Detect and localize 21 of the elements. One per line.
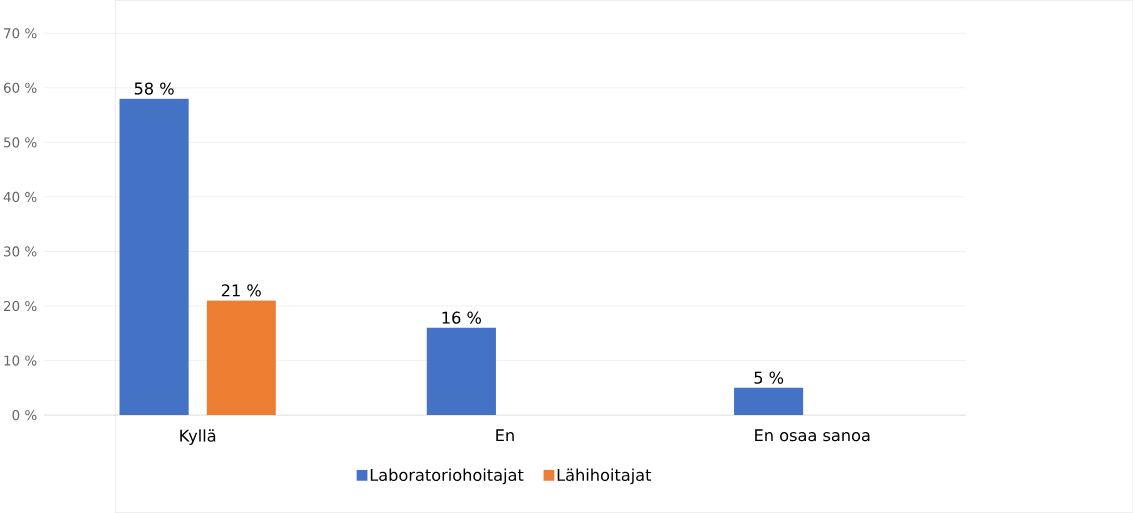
y-tick-label: 60 % xyxy=(3,82,37,93)
y-tick-label: 20 % xyxy=(3,300,37,312)
bar xyxy=(206,300,276,416)
y-tick-label: 50 % xyxy=(4,137,37,148)
data-label: 21 % xyxy=(221,284,261,297)
data-label: 16 % xyxy=(442,311,481,324)
data-label: 5 % xyxy=(754,371,784,384)
bar xyxy=(119,98,189,416)
legend-label: Laboratoriohoitajat xyxy=(370,468,524,485)
x-tick-label: Kyllä xyxy=(180,429,216,445)
y-tick-label: 40 % xyxy=(3,191,37,202)
bar xyxy=(426,327,496,416)
y-tick-label: 70 % xyxy=(4,28,37,39)
x-tick-label: En xyxy=(496,429,514,442)
legend-label: Lähihoitajat xyxy=(557,468,652,485)
y-tick-label: 0 % xyxy=(12,410,37,421)
bar xyxy=(734,387,804,416)
y-tick-label: 10 % xyxy=(4,355,37,366)
data-label: 58 % xyxy=(134,82,174,95)
y-tick-label: 30 % xyxy=(4,246,37,257)
x-tick-label: En osaa sanoa xyxy=(755,429,870,442)
